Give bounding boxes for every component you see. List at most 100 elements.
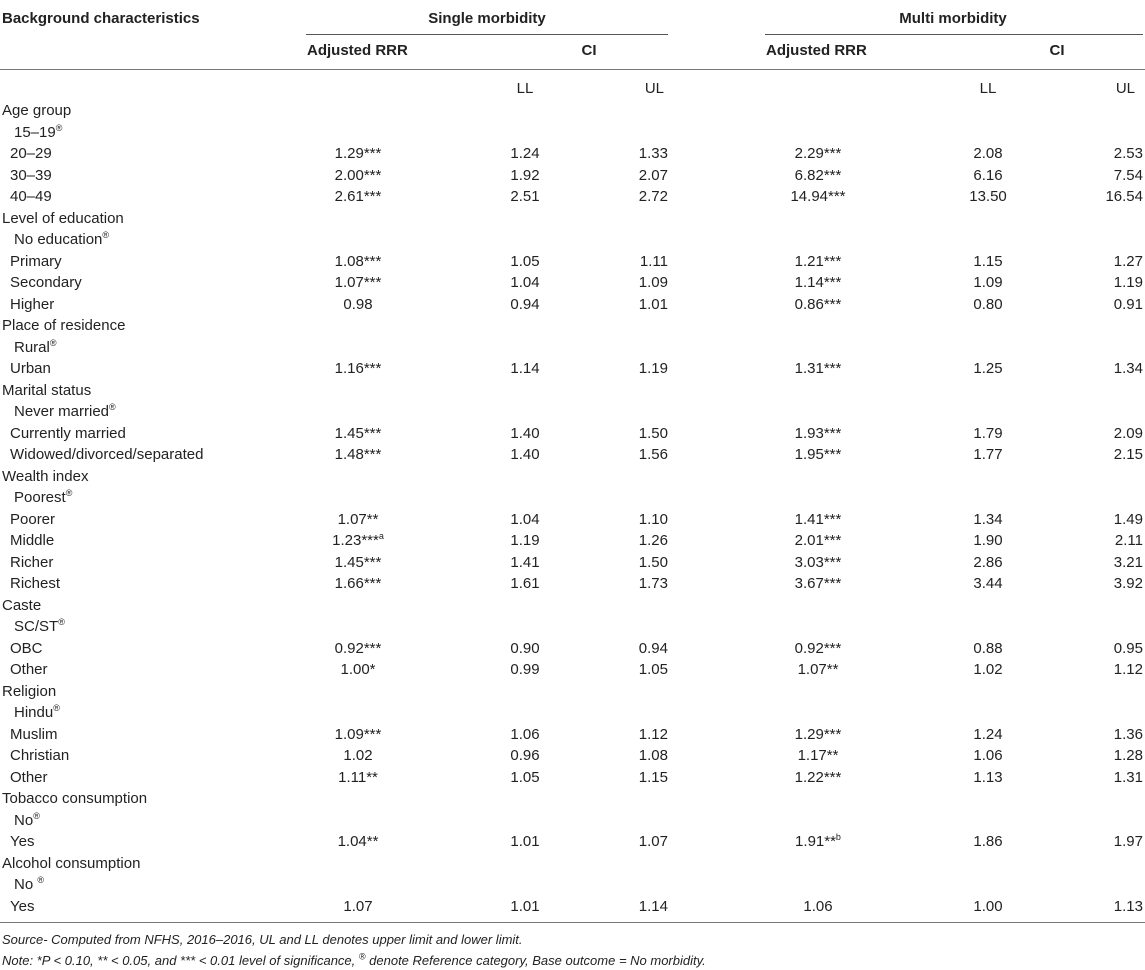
row-label: Primary — [10, 252, 62, 270]
row-label: Urban — [10, 360, 51, 377]
single-ll-cell: 1.01 — [510, 897, 540, 915]
single-ll-cell: 1.14 — [510, 360, 540, 377]
multi-ul-cell: 16.54 — [1105, 188, 1143, 205]
single-ul-cell: 1.09 — [638, 274, 668, 291]
rrr-value: 1.48*** — [334, 446, 382, 463]
single-ul-cell: 0.94 — [638, 639, 668, 657]
rrr-value: 2.61*** — [334, 188, 382, 205]
rrr-value: 1.21*** — [794, 252, 842, 270]
rrr-value: 1.29*** — [794, 725, 842, 743]
single-ul-cell: 1.73 — [638, 575, 668, 592]
multi-ll-cell: 1.02 — [973, 661, 1003, 678]
row-label: Other — [10, 768, 48, 786]
header-single-ll: LL — [516, 80, 534, 97]
multi-adjusted-rrr-cell: 3.67*** — [795, 573, 842, 594]
multi-ll-cell: 2.08 — [973, 145, 1003, 162]
single-ll-cell: 0.99 — [510, 661, 540, 678]
multi-ll-cell: 2.86 — [973, 553, 1003, 571]
single-ll-cell: 1.01 — [510, 833, 540, 850]
single-adjusted-rrr-cell: 1.02 — [343, 745, 372, 766]
reference-mark: ® — [33, 810, 40, 821]
row-label: Yes — [10, 897, 35, 915]
single-ul-cell: 1.01 — [638, 295, 668, 313]
rrr-value: 1.06 — [803, 897, 833, 915]
multi-adjusted-rrr-cell: 1.31*** — [795, 358, 842, 379]
rrr-value: 1.93*** — [794, 424, 842, 442]
single-ul-cell: 1.19 — [638, 360, 668, 377]
single-ll-cell: 1.06 — [510, 725, 540, 743]
multi-ll-cell: 1.34 — [973, 510, 1003, 528]
group-label: Wealth index — [2, 467, 89, 485]
table-bottom-rule — [0, 922, 1145, 923]
rrr-value: 1.07*** — [334, 274, 382, 291]
single-ll-cell: 1.04 — [510, 274, 540, 291]
single-adjusted-rrr-cell: 0.92*** — [335, 638, 382, 659]
single-adjusted-rrr-cell: 1.16*** — [335, 358, 382, 379]
multi-adjusted-rrr-cell: 1.41*** — [795, 509, 842, 530]
rrr-value: 1.17** — [797, 747, 839, 764]
multi-adjusted-rrr-cell: 14.94*** — [790, 186, 845, 207]
single-adjusted-rrr-cell: 0.98 — [343, 294, 372, 315]
multi-ul-cell: 7.54 — [1113, 166, 1143, 184]
multi-ll-cell: 1.15 — [973, 252, 1003, 270]
reference-mark: ® — [65, 488, 73, 498]
single-ul-cell: 1.50 — [638, 424, 668, 442]
rrr-value: 0.98 — [343, 295, 373, 313]
rrr-value: 2.00*** — [334, 166, 382, 184]
multi-ll-cell: 0.80 — [973, 295, 1003, 313]
multi-ll-cell: 1.86 — [973, 833, 1003, 850]
group-label: Tobacco consumption — [2, 790, 148, 807]
rrr-value: 1.08*** — [334, 252, 382, 270]
rrr-value: 0.92*** — [334, 639, 382, 657]
rrr-value: 2.01*** — [794, 532, 842, 549]
rrr-value: 1.29*** — [334, 145, 382, 162]
row-label: 30–39 — [10, 166, 52, 184]
rrr-value: 1.09*** — [334, 725, 382, 743]
rrr-value: 1.22*** — [794, 768, 842, 786]
multi-adjusted-rrr-cell: 2.29*** — [795, 143, 842, 164]
single-ll-cell: 0.90 — [510, 639, 540, 657]
single-ul-cell: 1.08 — [638, 747, 668, 764]
reference-category-text: Hindu — [14, 704, 54, 721]
single-adjusted-rrr-cell: 1.45*** — [335, 552, 382, 573]
multi-ll-cell: 1.09 — [973, 274, 1003, 291]
row-label: Poorer — [10, 510, 56, 528]
header-background-characteristics: Background characteristics — [2, 10, 200, 27]
reference-category-label: No ® — [14, 874, 44, 895]
row-label: Yes — [10, 833, 35, 850]
single-ul-cell: 1.15 — [638, 768, 668, 786]
multi-ul-cell: 2.09 — [1113, 424, 1143, 442]
multi-ll-cell: 6.16 — [973, 166, 1003, 184]
multi-ul-cell: 1.28 — [1113, 747, 1143, 764]
single-ul-cell: 1.10 — [638, 510, 668, 528]
reference-category-label: Rural® — [14, 337, 57, 358]
rrr-value: 1.00* — [340, 661, 376, 678]
rrr-value: 14.94*** — [790, 188, 846, 205]
single-ul-cell: 2.72 — [638, 188, 668, 205]
multi-ul-cell: 2.53 — [1113, 145, 1143, 162]
rrr-value: 1.02 — [343, 747, 373, 764]
significance-note: Note: *P < 0.10, ** < 0.05, and *** < 0.… — [2, 952, 706, 968]
multi-adjusted-rrr-cell: 0.86*** — [795, 294, 842, 315]
single-ll-cell: 1.04 — [510, 510, 540, 528]
rrr-value: 1.11** — [338, 768, 378, 786]
single-morbidity-underline — [306, 34, 668, 35]
multi-adjusted-rrr-cell: 1.07** — [798, 659, 839, 680]
reference-category-label: Never married® — [14, 401, 116, 422]
single-ll-cell: 1.24 — [510, 145, 540, 162]
rrr-value: 1.04** — [337, 833, 379, 850]
header-single-ul: UL — [644, 80, 664, 97]
single-adjusted-rrr-cell: 1.07 — [343, 896, 372, 917]
single-ll-cell: 1.92 — [510, 166, 540, 184]
single-ll-cell: 0.94 — [510, 295, 540, 313]
reference-mark: ® — [58, 617, 65, 627]
single-ul-cell: 1.56 — [638, 446, 668, 463]
rrr-value: 1.07** — [337, 510, 379, 528]
single-ul-cell: 1.14 — [638, 897, 668, 915]
rrr-value: 1.31*** — [794, 360, 842, 377]
multi-adjusted-rrr-cell: 6.82*** — [795, 165, 842, 186]
single-ll-cell: 0.96 — [510, 747, 540, 764]
multi-ll-cell: 1.25 — [973, 360, 1003, 377]
footnote-mark: a — [378, 531, 384, 541]
multi-ll-cell: 1.13 — [973, 768, 1003, 786]
